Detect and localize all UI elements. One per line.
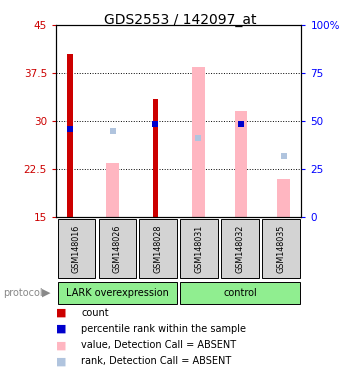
Text: percentile rank within the sample: percentile rank within the sample [81, 324, 246, 334]
Bar [58, 281, 177, 304]
Bar [180, 219, 218, 278]
Text: GSM148031: GSM148031 [195, 225, 204, 273]
Text: rank, Detection Call = ABSENT: rank, Detection Call = ABSENT [81, 356, 231, 366]
Bar [139, 219, 177, 278]
Text: ■: ■ [56, 340, 66, 350]
Text: control: control [223, 288, 257, 298]
Bar [262, 219, 300, 278]
Text: ■: ■ [56, 308, 66, 318]
Bar [278, 179, 290, 217]
Text: ■: ■ [56, 324, 66, 334]
Text: GDS2553 / 142097_at: GDS2553 / 142097_at [104, 13, 257, 27]
Text: GSM148016: GSM148016 [72, 225, 81, 273]
Text: ■: ■ [56, 356, 66, 366]
Text: GSM148032: GSM148032 [236, 225, 244, 273]
Bar [153, 99, 158, 217]
Bar [106, 162, 119, 217]
Text: GSM148035: GSM148035 [277, 225, 286, 273]
Text: ▶: ▶ [42, 288, 50, 298]
Bar [99, 219, 136, 278]
Bar [67, 54, 73, 217]
Bar [58, 219, 95, 278]
Bar [192, 66, 205, 217]
Text: GSM148028: GSM148028 [154, 225, 163, 273]
Text: value, Detection Call = ABSENT: value, Detection Call = ABSENT [81, 340, 236, 350]
Bar [221, 219, 259, 278]
Text: LARK overexpression: LARK overexpression [66, 288, 169, 298]
Text: protocol: protocol [4, 288, 43, 298]
Bar [235, 111, 248, 217]
Text: GSM148026: GSM148026 [113, 225, 122, 273]
Bar [180, 281, 300, 304]
Text: count: count [81, 308, 109, 318]
